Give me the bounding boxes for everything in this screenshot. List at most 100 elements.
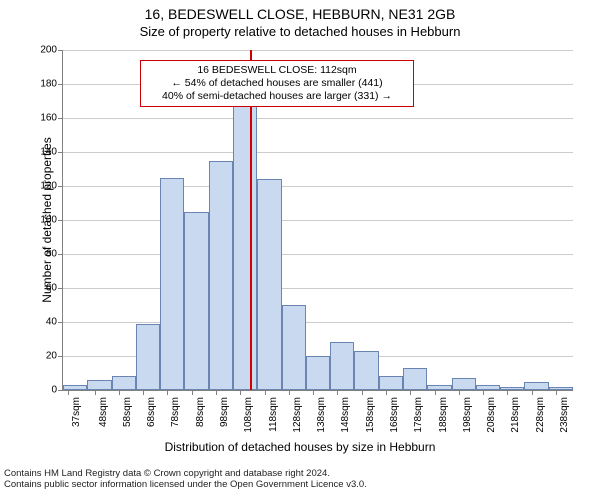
x-tick-label: 198sqm <box>462 397 473 433</box>
y-tick-label: 180 <box>40 79 57 90</box>
histogram-bar <box>282 305 306 390</box>
y-tick-mark <box>58 322 63 323</box>
histogram-bar <box>63 385 87 390</box>
x-tick-mark <box>556 390 557 395</box>
x-tick-mark <box>167 390 168 395</box>
chart-subtitle: Size of property relative to detached ho… <box>0 24 600 39</box>
x-tick-label: 108sqm <box>243 397 254 433</box>
y-tick-label: 200 <box>40 45 57 56</box>
x-tick-mark <box>313 390 314 395</box>
x-tick-mark <box>435 390 436 395</box>
x-tick-label: 168sqm <box>389 397 400 433</box>
histogram-bar <box>112 376 136 390</box>
annotation-line-2: ← 54% of detached houses are smaller (44… <box>147 77 407 90</box>
license-line-2: Contains public sector information licen… <box>4 479 600 490</box>
gridline <box>63 288 573 289</box>
annotation-line-3: 40% of semi-detached houses are larger (… <box>147 90 407 103</box>
y-tick-label: 40 <box>46 317 57 328</box>
histogram-bar <box>500 387 524 390</box>
x-tick-mark <box>265 390 266 395</box>
histogram-bar <box>403 368 427 390</box>
gridline <box>63 152 573 153</box>
gridline <box>63 254 573 255</box>
x-tick-label: 158sqm <box>365 397 376 433</box>
y-tick-label: 60 <box>46 283 57 294</box>
y-tick-label: 0 <box>51 385 57 396</box>
x-tick-label: 238sqm <box>559 397 570 433</box>
x-tick-mark <box>386 390 387 395</box>
y-tick-mark <box>58 50 63 51</box>
x-tick-label: 178sqm <box>413 397 424 433</box>
histogram-bar <box>549 387 573 390</box>
y-tick-mark <box>58 84 63 85</box>
x-tick-mark <box>143 390 144 395</box>
x-tick-mark <box>240 390 241 395</box>
license-text: Contains HM Land Registry data © Crown c… <box>0 468 600 491</box>
histogram-bar <box>306 356 330 390</box>
x-tick-label: 218sqm <box>510 397 521 433</box>
x-tick-label: 188sqm <box>438 397 449 433</box>
x-tick-label: 48sqm <box>98 397 109 427</box>
y-tick-label: 100 <box>40 215 57 226</box>
x-tick-mark <box>532 390 533 395</box>
chart-title: 16, BEDESWELL CLOSE, HEBBURN, NE31 2GB <box>0 6 600 22</box>
x-tick-label: 88sqm <box>195 397 206 427</box>
annotation-box: 16 BEDESWELL CLOSE: 112sqm ← 54% of deta… <box>140 60 414 107</box>
histogram-bar <box>330 342 354 390</box>
gridline <box>63 50 573 51</box>
x-tick-label: 138sqm <box>316 397 327 433</box>
x-tick-mark <box>337 390 338 395</box>
y-tick-mark <box>58 254 63 255</box>
y-tick-label: 20 <box>46 351 57 362</box>
x-tick-label: 118sqm <box>268 397 279 432</box>
histogram-bar <box>452 378 476 390</box>
y-tick-mark <box>58 390 63 391</box>
gridline <box>63 186 573 187</box>
y-tick-label: 160 <box>40 113 57 124</box>
x-tick-mark <box>119 390 120 395</box>
y-tick-mark <box>58 186 63 187</box>
x-tick-label: 128sqm <box>292 397 303 433</box>
histogram-bar <box>379 376 403 390</box>
x-tick-label: 37sqm <box>71 397 82 427</box>
x-tick-mark <box>68 390 69 395</box>
y-tick-mark <box>58 288 63 289</box>
y-tick-label: 80 <box>46 249 57 260</box>
histogram-bar <box>524 382 548 391</box>
chart-root: { "title": { "main": "16, BEDESWELL CLOS… <box>0 0 600 500</box>
x-tick-label: 148sqm <box>340 397 351 433</box>
x-tick-mark <box>483 390 484 395</box>
x-tick-label: 78sqm <box>170 397 181 427</box>
histogram-bar <box>136 324 160 390</box>
x-tick-mark <box>459 390 460 395</box>
x-tick-mark <box>362 390 363 395</box>
y-tick-label: 140 <box>40 147 57 158</box>
y-tick-mark <box>58 220 63 221</box>
y-tick-mark <box>58 356 63 357</box>
x-tick-mark <box>507 390 508 395</box>
histogram-bar <box>476 385 500 390</box>
annotation-line-1: 16 BEDESWELL CLOSE: 112sqm <box>147 64 407 77</box>
x-tick-label: 98sqm <box>219 397 230 427</box>
histogram-bar <box>354 351 378 390</box>
histogram-bar <box>427 385 451 390</box>
histogram-bar <box>160 178 184 391</box>
x-tick-mark <box>289 390 290 395</box>
y-tick-mark <box>58 118 63 119</box>
x-tick-label: 208sqm <box>486 397 497 433</box>
x-tick-mark <box>192 390 193 395</box>
gridline <box>63 118 573 119</box>
histogram-bar <box>209 161 233 391</box>
gridline <box>63 220 573 221</box>
x-tick-mark <box>95 390 96 395</box>
x-axis-label: Distribution of detached houses by size … <box>0 440 600 454</box>
x-tick-label: 68sqm <box>146 397 157 427</box>
y-tick-label: 120 <box>40 181 57 192</box>
license-line-1: Contains HM Land Registry data © Crown c… <box>4 468 600 479</box>
x-tick-mark <box>216 390 217 395</box>
histogram-bar <box>87 380 111 390</box>
x-tick-mark <box>410 390 411 395</box>
y-tick-mark <box>58 152 63 153</box>
histogram-bar <box>184 212 208 391</box>
x-tick-label: 58sqm <box>122 397 133 427</box>
